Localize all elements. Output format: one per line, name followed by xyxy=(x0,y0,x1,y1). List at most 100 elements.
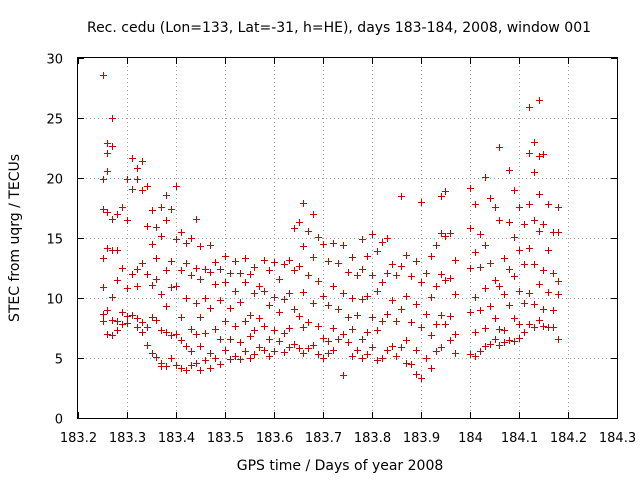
x-tick-label: 183.2 xyxy=(60,431,97,446)
data-point xyxy=(516,321,523,328)
data-point xyxy=(271,348,278,355)
data-point xyxy=(158,327,165,334)
data-point xyxy=(291,225,298,232)
data-point xyxy=(349,295,356,302)
data-point xyxy=(207,350,214,357)
data-point xyxy=(197,367,204,374)
chart-title: Rec. cedu (Lon=133, Lat=-31, h=HE), days… xyxy=(87,20,591,36)
data-point xyxy=(398,263,405,270)
data-point xyxy=(109,332,116,339)
data-point xyxy=(104,307,111,314)
data-point xyxy=(340,242,347,249)
data-point xyxy=(330,325,337,332)
data-point xyxy=(531,169,538,176)
data-point xyxy=(237,356,244,363)
data-point xyxy=(447,313,454,320)
data-point xyxy=(300,350,307,357)
data-point xyxy=(134,283,141,290)
data-point xyxy=(286,344,293,351)
data-point xyxy=(271,259,278,266)
data-point xyxy=(266,267,273,274)
data-point xyxy=(482,174,489,181)
data-point xyxy=(423,355,430,362)
data-point xyxy=(193,360,200,367)
data-point xyxy=(242,318,249,325)
data-point xyxy=(384,311,391,318)
data-point xyxy=(526,321,533,328)
data-point xyxy=(193,265,200,272)
data-point xyxy=(496,326,503,333)
data-point xyxy=(501,339,508,346)
data-point xyxy=(256,283,263,290)
data-point xyxy=(222,253,229,260)
data-point xyxy=(408,319,415,326)
data-point xyxy=(114,277,121,284)
data-point xyxy=(173,331,180,338)
data-point xyxy=(315,323,322,330)
data-point xyxy=(247,312,254,319)
data-point xyxy=(310,342,317,349)
data-point xyxy=(256,344,263,351)
data-point xyxy=(119,309,126,316)
data-point xyxy=(144,324,151,331)
data-point xyxy=(531,261,538,268)
data-point xyxy=(202,330,209,337)
data-point xyxy=(555,229,562,236)
data-point xyxy=(149,282,156,289)
data-point xyxy=(550,270,557,277)
data-point xyxy=(345,339,352,346)
data-point xyxy=(403,293,410,300)
data-point xyxy=(237,299,244,306)
data-point xyxy=(442,233,449,240)
data-point xyxy=(354,312,361,319)
data-point xyxy=(119,265,126,272)
data-point xyxy=(389,297,396,304)
data-point xyxy=(418,199,425,206)
data-point xyxy=(540,151,547,158)
data-point xyxy=(100,318,107,325)
data-point xyxy=(379,239,386,246)
data-point xyxy=(320,241,327,248)
data-point xyxy=(492,315,499,322)
data-point xyxy=(276,309,283,316)
data-point xyxy=(310,300,317,307)
data-point xyxy=(555,291,562,298)
data-point xyxy=(506,337,513,344)
data-point xyxy=(521,329,528,336)
data-point xyxy=(212,281,219,288)
data-point xyxy=(354,272,361,279)
y-tick-label: 5 xyxy=(55,353,63,368)
data-point xyxy=(207,365,214,372)
data-point xyxy=(521,221,528,228)
data-point xyxy=(232,258,239,265)
y-tick-labels: 0 5 10 15 20 25 30 xyxy=(46,53,63,428)
data-point xyxy=(379,279,386,286)
data-point xyxy=(393,353,400,360)
data-point xyxy=(482,325,489,332)
data-point xyxy=(178,365,185,372)
data-point xyxy=(526,245,533,252)
data-point xyxy=(124,320,131,327)
data-point xyxy=(104,245,111,252)
data-point xyxy=(438,344,445,351)
data-point xyxy=(227,305,234,312)
data-point xyxy=(408,273,415,280)
data-point xyxy=(521,261,528,268)
data-point xyxy=(129,312,136,319)
data-point xyxy=(242,279,249,286)
data-point xyxy=(183,367,190,374)
data-point xyxy=(374,288,381,295)
data-point xyxy=(467,265,474,272)
data-point xyxy=(202,357,209,364)
data-point xyxy=(345,314,352,321)
data-point xyxy=(178,229,185,236)
data-point xyxy=(320,335,327,342)
data-point xyxy=(506,266,513,273)
data-point xyxy=(511,234,518,241)
data-point xyxy=(202,266,209,273)
data-point xyxy=(472,201,479,208)
x-tick-label: 183.4 xyxy=(158,431,195,446)
data-point xyxy=(222,318,229,325)
data-point xyxy=(506,302,513,309)
